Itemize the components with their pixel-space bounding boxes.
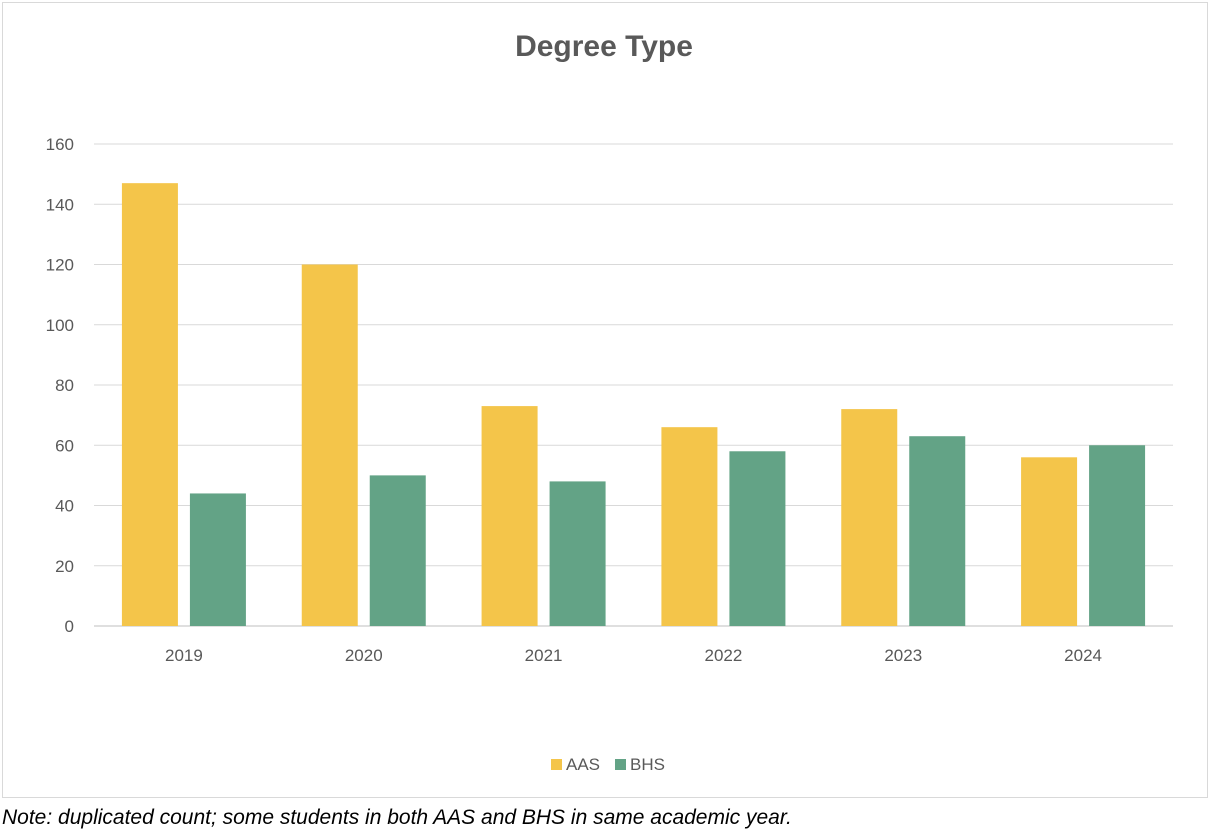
bar-aas-2024: [1021, 457, 1078, 626]
x-axis-ticks: 2019 2020 2021 2022 2023 2024: [165, 646, 1102, 665]
bar-aas-2019: [121, 183, 178, 626]
x-tick-label: 2020: [345, 646, 383, 665]
y-tick-label: 100: [46, 316, 74, 335]
x-tick-label: 2023: [884, 646, 922, 665]
legend-swatch-bhs: [615, 759, 626, 770]
y-tick-label: 140: [46, 195, 74, 214]
legend-label-bhs: BHS: [630, 755, 665, 774]
gridlines: [94, 143, 1173, 627]
bar-bhs-2022: [729, 451, 786, 626]
y-tick-label: 120: [46, 256, 74, 275]
bar-aas-2023: [841, 409, 898, 626]
footnote: Note: duplicated count; some students in…: [2, 806, 792, 829]
y-tick-label: 40: [55, 497, 74, 516]
chart-title: Degree Type: [515, 30, 693, 63]
bar-bhs-2024: [1089, 445, 1146, 626]
legend: AAS BHS: [551, 755, 665, 774]
bar-aas-2020: [301, 264, 358, 626]
x-tick-label: 2024: [1064, 646, 1102, 665]
bar-bhs-2023: [909, 436, 966, 626]
bar-bhs-2021: [549, 481, 606, 626]
bar-bhs-2020: [369, 475, 426, 626]
y-tick-label: 60: [55, 436, 74, 455]
legend-swatch-aas: [551, 759, 562, 770]
bar-bhs-2019: [189, 493, 246, 626]
bar-aas-2022: [661, 427, 718, 626]
x-tick-label: 2022: [705, 646, 743, 665]
bar-aas-2021: [481, 406, 538, 626]
x-tick-label: 2021: [525, 646, 563, 665]
x-tick-label: 2019: [165, 646, 203, 665]
y-axis-ticks: 0 20 40 60 80 100 120 140 160: [46, 135, 74, 636]
y-tick-label: 80: [55, 376, 74, 395]
bars: [121, 183, 1146, 626]
legend-label-aas: AAS: [566, 755, 600, 774]
chart-frame: [2, 2, 1208, 798]
y-tick-label: 0: [65, 617, 74, 636]
y-tick-label: 160: [46, 135, 74, 154]
y-tick-label: 20: [55, 557, 74, 576]
